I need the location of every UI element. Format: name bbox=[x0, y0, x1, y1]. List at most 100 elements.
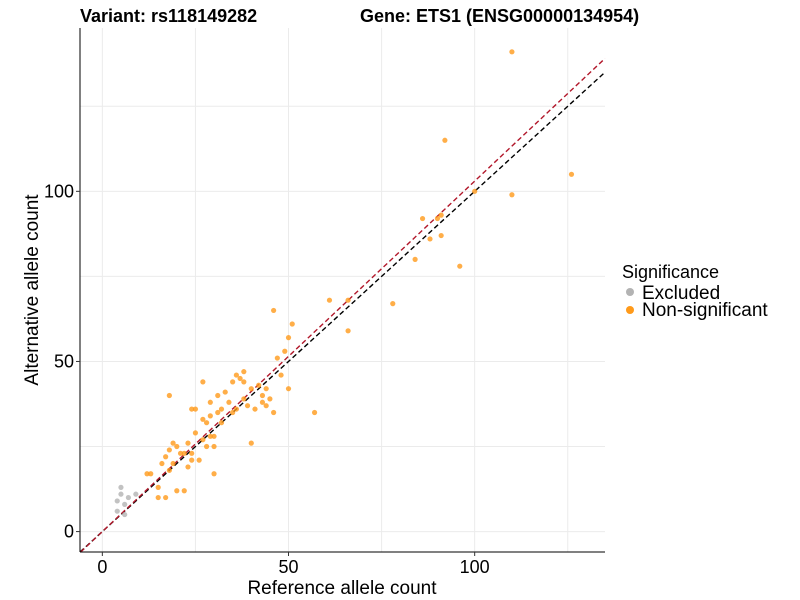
point-non-significant bbox=[568, 171, 575, 177]
point-non-significant bbox=[166, 447, 172, 453]
point-non-significant bbox=[170, 460, 176, 467]
y-tick-label: 0 bbox=[64, 522, 74, 542]
point-non-significant bbox=[241, 396, 247, 402]
legend-swatch-excluded bbox=[626, 288, 634, 296]
point-non-significant bbox=[200, 416, 206, 422]
point-non-significant bbox=[218, 406, 225, 412]
x-tick-label: 50 bbox=[278, 557, 298, 577]
point-non-significant bbox=[230, 379, 236, 385]
point-non-significant bbox=[345, 328, 351, 334]
point-non-significant bbox=[155, 494, 161, 501]
point-non-significant bbox=[177, 450, 184, 456]
point-non-significant bbox=[203, 443, 210, 450]
point-non-significant bbox=[278, 372, 284, 378]
point-excluded bbox=[122, 501, 128, 507]
point-non-significant bbox=[211, 471, 217, 477]
point-non-significant bbox=[189, 406, 195, 412]
point-excluded bbox=[114, 508, 120, 514]
axes bbox=[79, 28, 605, 553]
point-non-significant bbox=[427, 236, 433, 242]
point-non-significant bbox=[289, 321, 295, 327]
legend-label-excluded: Excluded bbox=[642, 283, 720, 304]
point-non-significant bbox=[263, 403, 269, 409]
legend-label-non-significant: Non-significant bbox=[642, 300, 768, 321]
tick-labels: 0 50 100 0 50 100 bbox=[44, 181, 490, 577]
point-non-significant bbox=[174, 488, 180, 494]
point-non-significant bbox=[222, 389, 228, 395]
point-non-significant bbox=[185, 440, 191, 446]
point-non-significant bbox=[326, 297, 333, 303]
point-non-significant bbox=[271, 409, 277, 416]
data-points bbox=[114, 49, 575, 518]
point-non-significant bbox=[267, 396, 273, 402]
point-non-significant bbox=[233, 406, 239, 412]
point-non-significant bbox=[207, 399, 213, 405]
point-non-significant bbox=[259, 392, 266, 399]
point-non-significant bbox=[192, 406, 199, 412]
y-tick-label: 50 bbox=[54, 351, 74, 371]
point-non-significant bbox=[196, 457, 202, 463]
point-non-significant bbox=[215, 392, 221, 399]
point-non-significant bbox=[271, 307, 277, 314]
x-tick-label: 0 bbox=[97, 557, 107, 577]
point-excluded bbox=[125, 494, 132, 501]
point-non-significant bbox=[434, 215, 441, 222]
point-non-significant bbox=[345, 297, 351, 303]
point-non-significant bbox=[259, 399, 266, 405]
point-non-significant bbox=[163, 494, 169, 501]
point-non-significant bbox=[472, 188, 478, 194]
point-non-significant bbox=[181, 488, 187, 494]
reference-lines bbox=[79, 57, 606, 553]
point-non-significant bbox=[311, 409, 318, 416]
point-non-significant bbox=[211, 443, 217, 450]
point-non-significant bbox=[237, 375, 243, 382]
reference-line-1 bbox=[80, 57, 606, 553]
point-non-significant bbox=[509, 49, 515, 55]
gridlines bbox=[80, 28, 605, 552]
point-non-significant bbox=[200, 379, 206, 385]
point-non-significant bbox=[192, 430, 199, 436]
point-non-significant bbox=[412, 256, 418, 262]
x-tick-label: 100 bbox=[460, 557, 490, 577]
point-non-significant bbox=[203, 420, 210, 426]
point-non-significant bbox=[226, 399, 232, 405]
point-non-significant bbox=[148, 471, 154, 477]
point-non-significant bbox=[509, 192, 515, 198]
x-axis-title: Reference allele count bbox=[247, 578, 437, 599]
point-excluded bbox=[118, 491, 124, 497]
point-excluded bbox=[118, 484, 124, 490]
point-excluded bbox=[114, 498, 120, 504]
point-non-significant bbox=[233, 372, 239, 378]
point-non-significant bbox=[244, 403, 251, 409]
point-non-significant bbox=[163, 454, 169, 460]
point-non-significant bbox=[285, 335, 292, 341]
point-non-significant bbox=[390, 301, 396, 307]
point-non-significant bbox=[215, 409, 221, 416]
point-non-significant bbox=[438, 212, 444, 218]
point-non-significant bbox=[248, 440, 254, 446]
point-non-significant bbox=[263, 386, 269, 392]
point-non-significant bbox=[207, 413, 213, 419]
point-excluded bbox=[122, 511, 128, 518]
legend: Significance Excluded Non-significant bbox=[622, 262, 768, 321]
point-non-significant bbox=[252, 406, 258, 412]
point-non-significant bbox=[174, 443, 180, 450]
point-non-significant bbox=[144, 471, 150, 477]
point-non-significant bbox=[200, 437, 206, 443]
point-non-significant bbox=[185, 464, 191, 470]
point-non-significant bbox=[282, 348, 288, 354]
point-non-significant bbox=[248, 386, 254, 392]
point-non-significant bbox=[181, 450, 187, 456]
legend-title: Significance bbox=[622, 262, 719, 282]
point-non-significant bbox=[285, 386, 292, 392]
point-non-significant bbox=[189, 457, 195, 463]
point-non-significant bbox=[159, 460, 165, 467]
point-excluded bbox=[133, 491, 139, 497]
chart-title-variant: Variant: rs118149282 bbox=[80, 6, 257, 26]
reference-line-0 bbox=[79, 71, 606, 553]
point-non-significant bbox=[274, 355, 280, 361]
point-non-significant bbox=[457, 263, 463, 269]
point-non-significant bbox=[256, 382, 262, 388]
point-non-significant bbox=[166, 467, 172, 473]
